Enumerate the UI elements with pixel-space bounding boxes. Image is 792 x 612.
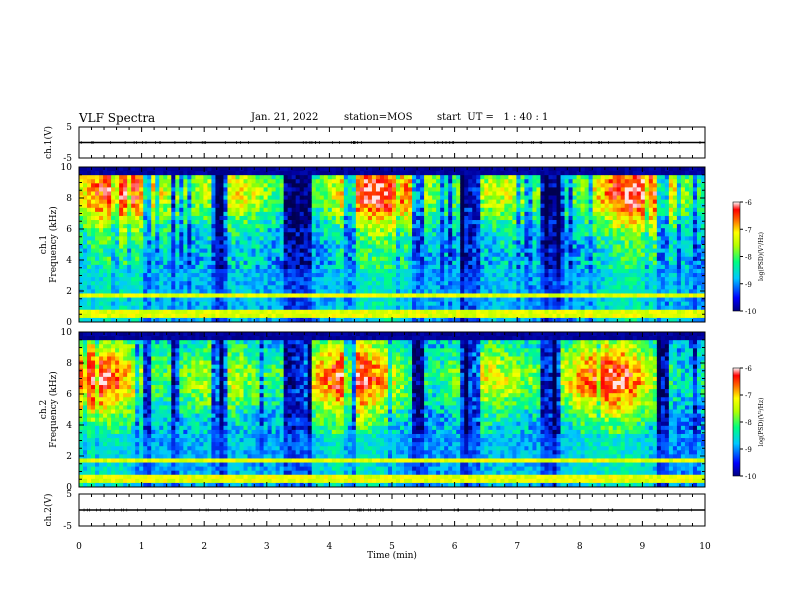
ch1-spectrum-panel-colorbar — [732, 201, 741, 312]
ch2-spectrum-panel-colorbar-tick-label: -8 — [745, 419, 752, 427]
ch1-voltage-panel-ytick-label: 5 — [66, 123, 72, 133]
ch1-spectrum-panel-colorbar-tick-label: -10 — [745, 308, 756, 316]
ch2-spectrum-panel-ytick-label: 10 — [61, 328, 73, 338]
ch2-voltage-panel-ytick-label: -5 — [63, 522, 72, 532]
ch1-spectrum-panel-colorbar-label: log(PSD)(V²/Hz) — [758, 232, 765, 281]
date-label: Jan. 21, 2022 — [251, 112, 319, 123]
xaxis-tick-label: 2 — [201, 542, 207, 552]
xaxis-tick-label: 9 — [640, 542, 646, 552]
xaxis-tick-label: 10 — [699, 542, 711, 552]
start-time-label: start UT = 1 : 40 : 1 — [437, 112, 549, 123]
ch1-spectrum-panel-ytick-label: 10 — [61, 163, 73, 173]
ch1-spectrum-panel-colorbar-tick-label: -9 — [745, 281, 752, 289]
xaxis-tick-label: 0 — [76, 542, 82, 552]
ch1-spectrum-panel-colorbar-tick-label: -7 — [745, 226, 752, 234]
station-label: station=MOS — [344, 112, 413, 123]
ch2-spectrum-panel-colorbar-tick-label: -9 — [745, 446, 752, 454]
xaxis-tick-label: 8 — [577, 542, 583, 552]
ch1-spectrum-panel-ylabel-0: ch.1 — [39, 235, 49, 254]
xaxis-tick-label: 7 — [514, 542, 520, 552]
xaxis-label: Time (min) — [367, 550, 417, 561]
ch2-spectrum-panel-ytick-label: 4 — [66, 421, 72, 431]
ch2-spectrum-panel-colorbar-tick-label: -6 — [745, 365, 752, 373]
ch1-spectrum-panel-ytick-label: 4 — [66, 256, 72, 266]
ch2-voltage-panel-ytick-label: 5 — [66, 490, 72, 500]
chart-title: VLF Spectra — [79, 111, 156, 125]
ch2-spectrum-panel-ytick-label: 8 — [66, 359, 72, 369]
ch1-spectrum-panel-ylabel-1: Frequency (kHz) — [48, 206, 59, 283]
xaxis-tick-label: 3 — [264, 542, 270, 552]
ch1-spectrum-panel-ytick-label: 6 — [66, 225, 72, 235]
ch2-spectrum-panel-ylabel-1: Frequency (kHz) — [48, 371, 59, 448]
ch1-spectrogram — [79, 167, 706, 323]
ch2-spectrum-panel-ytick-label: 6 — [66, 390, 72, 400]
ch1-spectrum-panel-ytick-label: 0 — [66, 318, 72, 328]
xaxis-tick-label: 4 — [327, 542, 333, 552]
ch1-spectrum-panel-colorbar-tick-label: -8 — [745, 254, 752, 262]
ch1-voltage-panel-ytick-label: -5 — [63, 154, 72, 164]
ch2-spectrum-panel-ytick-label: 0 — [66, 483, 72, 493]
ch2-spectrum-panel-ylabel-0: ch.2 — [39, 400, 49, 419]
ch2-spectrum-panel-ytick-label: 2 — [66, 452, 72, 462]
ch2-spectrum-panel-colorbar-label: log(PSD)(V²/Hz) — [758, 398, 765, 447]
xaxis-tick-label: 5 — [389, 542, 395, 552]
xaxis-tick-label: 6 — [452, 542, 458, 552]
ch1-voltage-panel-ylabel: ch.1(V) — [43, 126, 54, 159]
xaxis-tick-label: 1 — [139, 542, 145, 552]
ch1-spectrum-panel-ytick-label: 8 — [66, 194, 72, 204]
ch2-voltage-panel-ylabel: ch.2(V) — [43, 494, 54, 527]
ch2-spectrum-panel-colorbar — [732, 367, 741, 477]
ch1-spectrum-panel-colorbar-tick-label: -6 — [745, 199, 752, 207]
ch2-spectrum-panel-colorbar-tick-label: -7 — [745, 392, 752, 400]
ch1-spectrum-panel-ytick-label: 2 — [66, 287, 72, 297]
ch2-spectrum-panel-colorbar-tick-label: -10 — [745, 473, 756, 481]
ch2-spectrogram — [79, 332, 706, 488]
